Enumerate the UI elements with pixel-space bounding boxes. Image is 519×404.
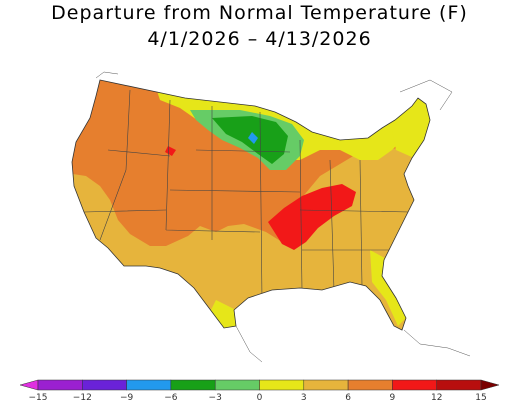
temperature-anomaly-fill [72,80,430,330]
state-borders [83,89,411,301]
legend-bin-10 [436,379,482,391]
legend-tick-label: 15 [475,393,486,403]
legend-bin-4 [170,379,216,391]
legend-tick-label: 12 [431,393,442,403]
legend-tick-label: 3 [301,393,307,403]
legend-tick-labels: −15 −12 −9 −6 −3 0 3 6 9 12 15 [29,393,487,403]
legend-bin-3 [126,379,172,391]
legend-bin-1 [37,379,83,391]
legend-bin-7 [303,379,349,391]
legend-tick-label: −3 [209,393,222,403]
legend-bin-11 [480,379,500,391]
map-title: Departure from Normal Temperature (F) [51,2,468,24]
legend-tick-label: 6 [345,393,351,403]
legend-tick-label: −12 [73,393,92,403]
color-scale-legend: −15 −12 −9 −6 −3 0 3 6 9 12 15 [19,379,500,403]
anomaly-region-red-spot [165,146,176,156]
us-temperature-departure-map [71,71,471,363]
map-date-range: 4/1/2026 – 4/13/2026 [147,28,372,50]
anomaly-region-new-england-yellow [390,96,430,158]
neighbor-coastlines [95,71,471,363]
legend-color-bins [19,379,500,391]
anomaly-region-blue [248,132,258,144]
legend-tick-label: 0 [257,393,263,403]
legend-bin-5 [214,379,260,391]
legend-bin-6 [259,379,305,391]
legend-tick-label: −15 [29,393,48,403]
legend-tick-label: −6 [164,393,178,403]
legend-tick-label: −9 [120,393,134,403]
legend-bin-9 [392,379,437,391]
anomaly-region-red [268,184,356,250]
legend-bin-2 [82,379,127,391]
anomaly-region-south-texas-yellow [210,300,236,330]
legend-bin-8 [347,379,393,391]
anomaly-region-florida-yellow [370,250,406,326]
legend-bin-0 [19,379,39,391]
legend-tick-label: 9 [390,393,396,403]
